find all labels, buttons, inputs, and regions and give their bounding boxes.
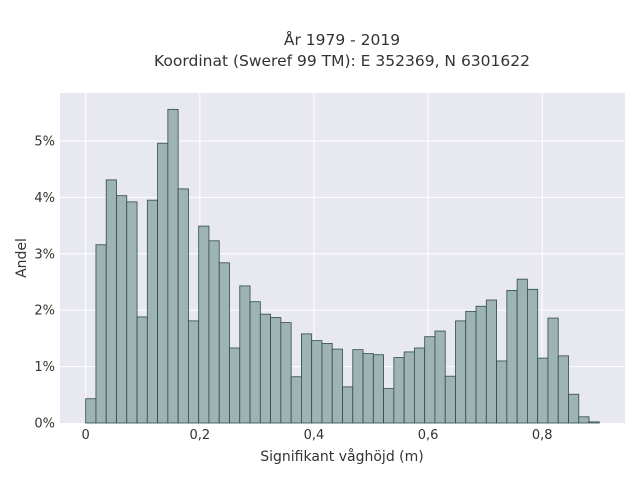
histogram-bar — [280, 322, 292, 424]
histogram-bar — [290, 376, 302, 424]
y-tick-label: 3% — [34, 247, 55, 262]
histogram-bar — [157, 142, 169, 424]
y-tick-label: 0% — [34, 417, 55, 432]
histogram-bar — [321, 343, 333, 424]
x-tick-label: 0,6 — [418, 428, 439, 443]
histogram-bar — [434, 330, 446, 424]
histogram-bar — [229, 347, 241, 424]
histogram-bar — [557, 355, 569, 424]
chart-title: År 1979 - 2019 — [284, 30, 400, 49]
histogram-bar — [403, 351, 415, 424]
histogram-bar — [475, 305, 487, 424]
histogram-bar — [208, 240, 220, 424]
histogram-bar — [249, 301, 261, 424]
chart-subtitle: Koordinat (Sweref 99 TM): E 352369, N 63… — [154, 52, 530, 70]
tick-labels: 0% 1% 2% 3% 4% 5% 0 0,2 0,4 0,6 0,8 — [34, 134, 552, 443]
histogram-bar — [393, 357, 405, 424]
histogram-bar — [95, 244, 107, 424]
histogram-bar — [259, 313, 271, 424]
y-tick-label: 1% — [34, 360, 55, 375]
histogram-bar — [301, 333, 313, 424]
histogram-bar — [496, 360, 508, 424]
histogram-bar — [331, 348, 343, 424]
histogram-bars — [85, 108, 600, 424]
histogram-bar — [105, 179, 117, 424]
y-axis-title: Andel — [14, 238, 30, 278]
histogram-bar — [311, 340, 323, 424]
histogram-bar — [465, 310, 477, 424]
histogram-bar — [362, 353, 374, 424]
y-tick-label: 2% — [34, 304, 55, 319]
histogram-bar — [424, 336, 436, 424]
y-tick-label: 5% — [34, 134, 55, 149]
histogram-bar — [485, 299, 497, 424]
histogram-bar — [588, 421, 600, 424]
histogram-bar — [85, 398, 97, 424]
histogram-bar — [372, 354, 384, 424]
histogram-bar — [516, 278, 528, 424]
histogram-bar — [116, 195, 128, 424]
x-tick-label: 0 — [82, 428, 90, 443]
histogram-bar — [383, 388, 395, 424]
x-tick-label: 0,2 — [189, 428, 210, 443]
histogram-bar — [547, 317, 559, 424]
histogram-bar — [270, 317, 282, 424]
histogram-bar — [455, 320, 467, 424]
histogram-bar — [506, 290, 518, 424]
y-tick-label: 4% — [34, 191, 55, 206]
histogram-bar — [167, 108, 179, 424]
histogram-bar — [342, 386, 354, 424]
histogram-bar — [218, 262, 230, 424]
histogram-bar — [177, 188, 189, 424]
histogram-bar — [414, 347, 426, 424]
histogram-bar — [198, 225, 210, 424]
histogram-bar — [126, 201, 138, 424]
histogram-bar — [146, 199, 158, 424]
histogram-bar — [568, 393, 580, 424]
histogram-bar — [527, 288, 539, 424]
histogram-bar — [537, 357, 549, 424]
histogram-bar — [239, 285, 251, 424]
histogram-bar — [578, 416, 590, 424]
x-axis-title: Signifikant våghöjd (m) — [260, 448, 423, 465]
histogram-bar — [136, 316, 148, 424]
x-tick-label: 0,4 — [304, 428, 325, 443]
x-tick-label: 0,8 — [532, 428, 553, 443]
histogram-bar — [188, 320, 200, 424]
histogram-bar — [444, 375, 456, 424]
histogram-bar — [352, 349, 364, 424]
